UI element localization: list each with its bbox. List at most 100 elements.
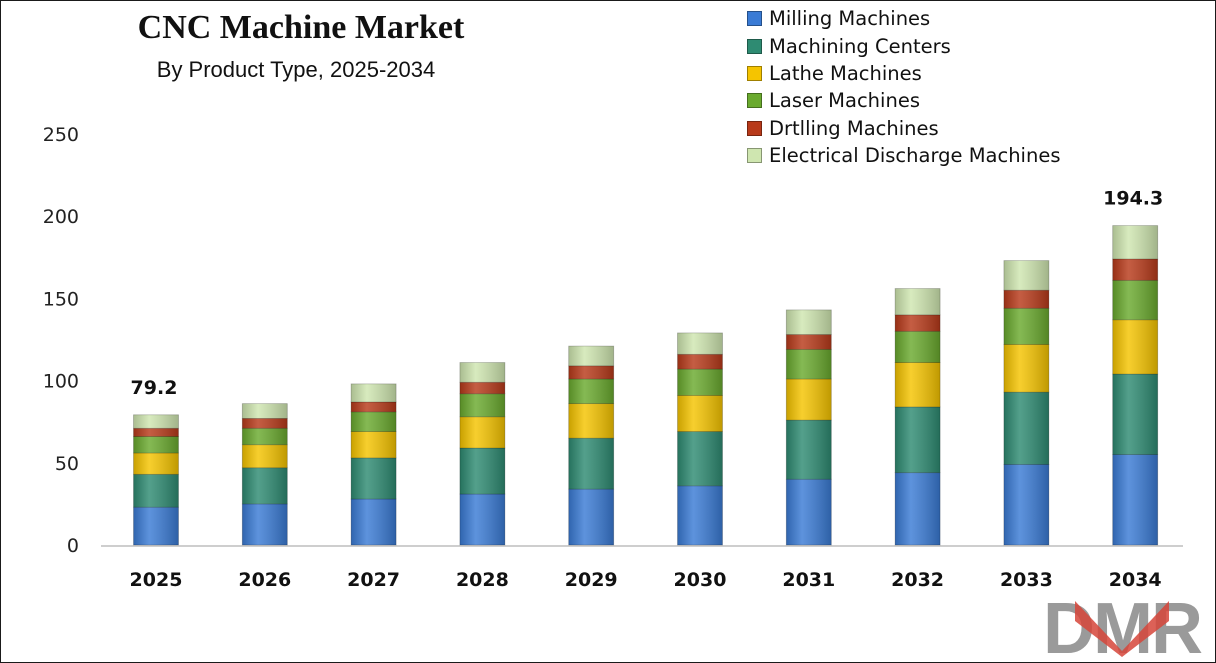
bar-segment-shading	[351, 431, 397, 458]
bar-segment-shading	[786, 420, 832, 480]
legend-item: Machining Centers	[747, 32, 1060, 59]
bar-segment-shading	[677, 369, 723, 396]
x-tick-label: 2034	[1109, 569, 1162, 591]
x-tick-label: 2028	[456, 569, 509, 591]
bar-segment-shading	[677, 395, 723, 432]
x-tick-label: 2026	[238, 569, 291, 591]
bar-segment-shading	[568, 489, 614, 545]
bar-segment-shading	[459, 362, 505, 383]
bar-segment-shading	[459, 416, 505, 449]
x-tick-label: 2027	[347, 569, 400, 591]
bar-segment-shading	[895, 331, 941, 363]
legend-label: Laser Machines	[769, 89, 920, 113]
legend-item: Drtlling Machines	[747, 115, 1060, 142]
x-tick-label: 2032	[891, 569, 944, 591]
legend-label: Drtlling Machines	[769, 116, 939, 140]
bar-segment-shading	[1003, 392, 1049, 465]
x-tick-label: 2031	[782, 569, 835, 591]
bar-segment-shading	[1112, 225, 1158, 259]
bar-segment-shading	[677, 332, 723, 355]
legend-item: Laser Machines	[747, 87, 1060, 114]
bar-segment-shading	[133, 507, 179, 545]
bar-segment-shading	[242, 467, 288, 504]
legend-item: Lathe Machines	[747, 60, 1060, 87]
legend-label: Electrical Discharge Machines	[769, 144, 1061, 168]
bar-segment-shading	[1003, 290, 1049, 309]
x-tick-label: 2033	[1000, 569, 1053, 591]
bar-segment-shading	[459, 494, 505, 545]
legend-label: Milling Machines	[769, 7, 931, 31]
bar-segment-shading	[568, 403, 614, 439]
x-tick-label: 2029	[565, 569, 618, 591]
bar-segment-shading	[133, 474, 179, 508]
bar-segment-shading	[242, 503, 288, 545]
bar-segment-shading	[133, 452, 179, 475]
bar-segment-shading	[133, 428, 179, 437]
bar-segment-shading	[133, 436, 179, 453]
bar-segment-shading	[1112, 319, 1158, 375]
bar-segment-shading	[459, 393, 505, 417]
bar-segment-shading	[1003, 308, 1049, 345]
legend-swatch	[747, 11, 762, 27]
bar-segment-shading	[786, 479, 832, 545]
bar-segment-shading	[1112, 454, 1158, 545]
y-tick-label: 50	[55, 453, 79, 475]
bar-segment-shading	[242, 444, 288, 468]
bar-segment-shading	[1003, 260, 1049, 291]
bar-segment-shading	[1112, 280, 1158, 320]
chart-subtitle: By Product Type, 2025-2034	[156, 57, 436, 82]
x-tick-label: 2025	[130, 569, 183, 591]
total-data-label: 194.3	[1103, 188, 1163, 210]
legend-swatch	[747, 65, 762, 81]
bar-segment-shading	[786, 349, 832, 379]
bar-segment-shading	[459, 382, 505, 394]
legend-swatch	[747, 38, 762, 54]
y-tick-label: 250	[43, 124, 79, 146]
bar-segment-shading	[568, 365, 614, 379]
bar-segment-shading	[351, 411, 397, 432]
bar-segment-shading	[895, 362, 941, 407]
bar-segment-shading	[351, 498, 397, 545]
legend-item: Milling Machines	[747, 5, 1060, 32]
legend-swatch	[747, 120, 762, 136]
bar-segment-shading	[568, 378, 614, 404]
bar-segment-shading	[351, 401, 397, 412]
bar-segment-shading	[1003, 464, 1049, 545]
bar-segment-shading	[895, 472, 941, 545]
bar-segment-shading	[133, 414, 179, 429]
dmr-logo: DMR	[1043, 593, 1204, 659]
bar-segment-shading	[677, 354, 723, 370]
chart-title: CNC Machine Market	[137, 9, 465, 46]
svg-text:DMR: DMR	[1043, 593, 1202, 659]
legend-swatch	[747, 93, 762, 109]
bar-segment-shading	[1112, 374, 1158, 455]
legend-label: Lathe Machines	[769, 61, 922, 85]
bar-segment-shading	[786, 334, 832, 350]
bar-segment-shading	[677, 485, 723, 545]
bar-segment-shading	[895, 406, 941, 473]
legend: Milling Machines Machining Centers Lathe…	[747, 5, 1060, 169]
bar-segment-shading	[568, 346, 614, 366]
bar-segment-shading	[242, 403, 288, 419]
y-tick-label: 100	[43, 371, 79, 393]
bar-segment-shading	[895, 288, 941, 315]
y-tick-label: 150	[43, 288, 79, 310]
bar-segment-shading	[351, 457, 397, 499]
x-tick-label: 2030	[674, 569, 727, 591]
bar-segment-shading	[786, 378, 832, 421]
bar-segment-shading	[568, 438, 614, 490]
legend-item: Electrical Discharge Machines	[747, 142, 1060, 169]
y-tick-label: 200	[43, 206, 79, 228]
total-data-label: 79.2	[131, 377, 178, 399]
bar-segment-shading	[786, 309, 832, 335]
bar-segment-shading	[459, 448, 505, 495]
y-tick-label: 0	[67, 535, 79, 557]
bar-segment-shading	[351, 383, 397, 402]
bar-segment-shading	[1003, 344, 1049, 393]
bar-segment-shading	[242, 418, 288, 429]
bar-segment-shading	[895, 314, 941, 332]
bar-segment-shading	[242, 428, 288, 445]
bar-segment-shading	[1112, 258, 1158, 281]
